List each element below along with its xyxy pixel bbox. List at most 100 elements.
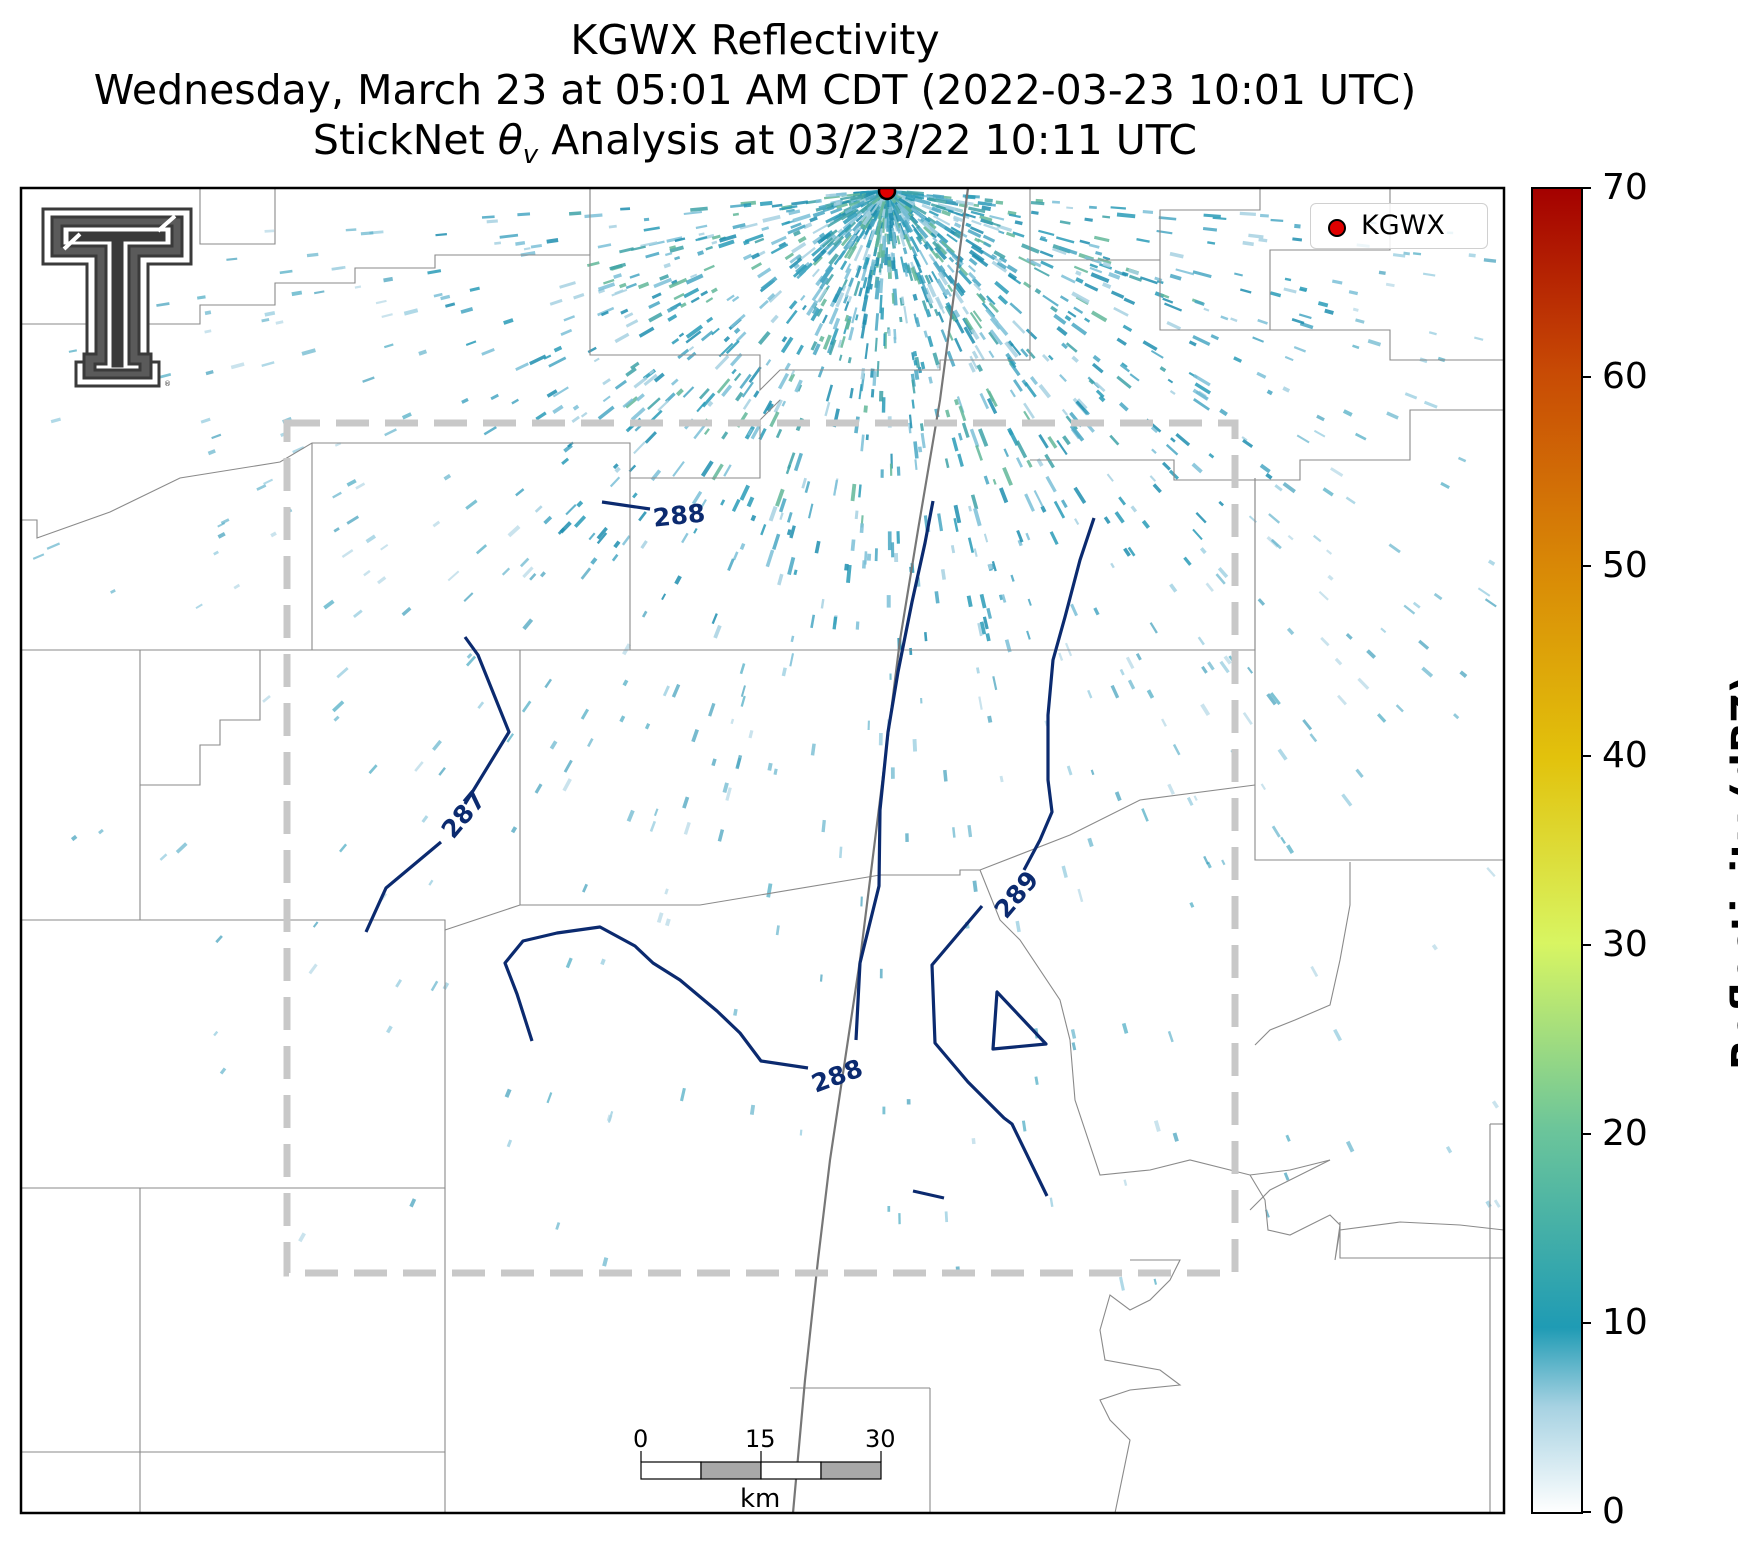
- radar-echo-gate: [686, 351, 697, 361]
- radar-echo-gate: [832, 286, 843, 304]
- legend-radar-marker: [1328, 219, 1346, 237]
- radar-echo-gate: [1299, 288, 1307, 293]
- radar-echo-gate: [1110, 562, 1115, 569]
- radar-echo-gate: [596, 532, 608, 545]
- radar-echo-gate: [1286, 627, 1295, 636]
- radar-echo-gate: [682, 386, 695, 398]
- radar-echo-gate: [1052, 200, 1060, 204]
- radar-echo-gate: [1292, 237, 1303, 242]
- radar-echo-gate: [602, 378, 611, 386]
- radar-echo-gate: [1282, 386, 1291, 393]
- colorbar-tick-20: 20: [1602, 1113, 1648, 1154]
- radar-echo-gate: [1004, 341, 1019, 358]
- radar-echo-gate: [549, 740, 558, 750]
- radar-echo-gate: [261, 361, 275, 367]
- radar-echo-gate: [723, 464, 732, 477]
- radar-echo-gate: [10, 659, 20, 665]
- radar-echo-gate: [818, 335, 825, 343]
- radar-echo-gate: [778, 498, 787, 513]
- radar-echo-gate: [1440, 481, 1450, 489]
- radar-echo-gate: [681, 532, 689, 544]
- radar-echo-gate: [912, 739, 918, 752]
- radar-echo-gate: [523, 247, 531, 251]
- radar-echo-gate: [992, 478, 997, 485]
- radar-echo-gate: [923, 243, 930, 250]
- radar-echo-gate: [705, 245, 713, 251]
- radar-echo-gate: [1327, 574, 1334, 581]
- radar-echo-gate: [1265, 472, 1273, 480]
- radar-echo-gate: [1094, 381, 1106, 393]
- radar-echo-gate: [1127, 268, 1140, 276]
- radar-echo-gate: [978, 201, 996, 207]
- radar-echo-gate: [1175, 268, 1195, 276]
- radar-echo-gate: [1025, 257, 1042, 268]
- radar-echo-gate: [911, 399, 915, 409]
- radar-echo-gate: [762, 214, 781, 223]
- radar-echo-gate: [308, 963, 318, 975]
- radar-echo-gate: [799, 1129, 803, 1136]
- radar-echo-gate: [837, 223, 852, 238]
- radar-echo-gate: [1153, 1278, 1158, 1285]
- radar-echo-gate: [1277, 748, 1288, 761]
- radar-echo-gate: [957, 269, 973, 285]
- radar-echo-gate: [1239, 288, 1252, 294]
- radar-echo-gate: [953, 217, 960, 223]
- radar-echo-gate: [669, 245, 677, 250]
- radar-echo-gate: [874, 313, 880, 331]
- radar-echo-gate: [946, 264, 955, 274]
- radar-echo-gate: [970, 210, 985, 217]
- radar-echo-gate: [903, 194, 916, 202]
- radar-echo-gate: [877, 243, 883, 258]
- radar-echo-gate: [918, 249, 929, 266]
- radar-echo-gate: [934, 220, 952, 233]
- radar-echo-gate: [697, 250, 705, 256]
- radar-echo-gate: [817, 366, 825, 378]
- radar-echo-gate: [842, 212, 858, 225]
- radar-echo-gate: [1091, 310, 1108, 323]
- radar-echo-gate: [968, 505, 972, 512]
- radar-echo-gate: [810, 743, 816, 756]
- radar-echo-gate: [1039, 250, 1054, 258]
- scale-segment-3: [760, 1461, 822, 1480]
- radar-echo-gate: [1056, 439, 1068, 456]
- contour-label-288-south: 288: [808, 1053, 867, 1098]
- radar-echo-gate: [953, 504, 962, 524]
- radar-echo-gate: [530, 243, 543, 249]
- radar-echo-gate: [600, 310, 609, 317]
- radar-echo-gate: [0, 268, 13, 269]
- radar-echo-gate: [1023, 402, 1035, 419]
- radar-echo-gate: [741, 381, 754, 398]
- radar-echo-gate: [292, 446, 305, 454]
- radar-echo-gate: [674, 575, 682, 585]
- radar-echo-gate: [685, 330, 702, 344]
- radar-echo-gate: [828, 253, 839, 266]
- map-area: 288 287 288 289: [0, 188, 1504, 1513]
- radar-echo-gate: [700, 290, 709, 297]
- radar-echo-gate: [588, 532, 596, 541]
- radar-echo-gate: [874, 280, 881, 300]
- radar-echo-gate: [1291, 318, 1305, 325]
- radar-echo-gate: [582, 883, 588, 893]
- radar-echo-gate: [820, 298, 828, 307]
- radar-echo-gate: [279, 269, 293, 275]
- radar-echo-gate: [786, 529, 792, 536]
- county-boundaries: [21, 188, 1504, 1513]
- radar-echo-gate: [264, 229, 275, 233]
- radar-echo-gate: [768, 505, 778, 522]
- radar-echo-gate: [1205, 582, 1214, 592]
- radar-echo-gate: [986, 397, 998, 415]
- radar-echo-gate: [716, 378, 731, 394]
- radar-echo-gate: [876, 361, 880, 377]
- radar-echo-gate: [731, 368, 737, 375]
- radar-echo-gate: [988, 331, 999, 345]
- radar-echo-gate: [913, 369, 920, 380]
- radar-echo-gate: [810, 341, 818, 351]
- colorbar-title: Reflectivity (dBZ): [1724, 675, 1738, 1070]
- radar-echo-gate: [1065, 342, 1078, 353]
- radar-echo-gate: [951, 437, 959, 452]
- radar-echo-gate: [1003, 448, 1010, 458]
- radar-echo-gate: [801, 304, 807, 311]
- radar-echo-gate: [401, 606, 412, 617]
- radar-echo-gate: [784, 362, 791, 371]
- radar-echo-gate: [754, 237, 765, 244]
